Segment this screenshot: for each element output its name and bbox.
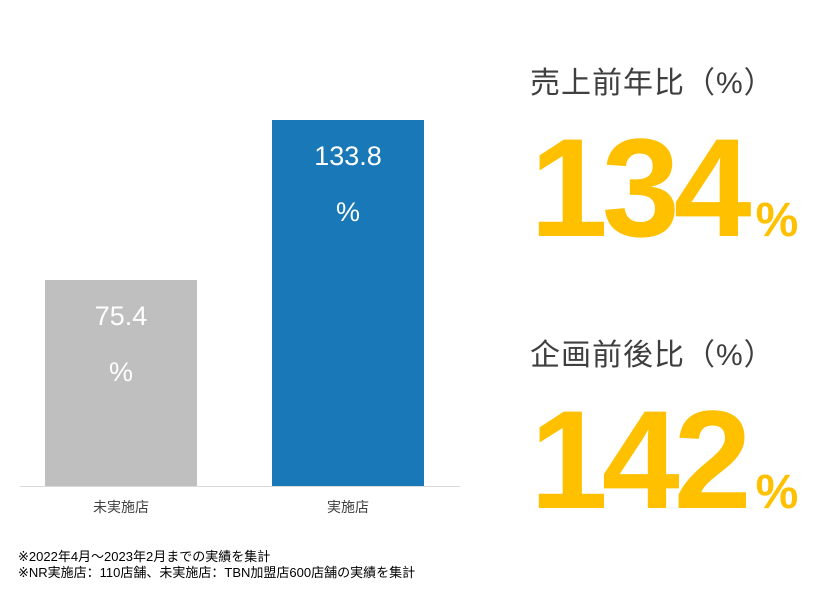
stat-sales-yoy-number: 134 — [530, 109, 752, 266]
category-label-implementing: 実施店 — [327, 499, 369, 515]
stat-plan-title: 企画前後比（%） — [530, 339, 775, 372]
footnotes: ※2022年4月～2023年2月までの実績を集計 ※NR実施店：110店舗、未実… — [18, 549, 415, 581]
bar-untreated-stores: 75.4 % — [45, 280, 197, 486]
stat-sales-yoy-title: 売上前年比（%） — [530, 67, 775, 100]
stat-plan-unit: % — [755, 466, 799, 519]
stat-sales-yoy: 売上前年比（%） 134 % — [530, 58, 798, 258]
bar-value-number: 75.4 — [94, 301, 148, 331]
stat-sales-yoy-value: 134 % — [530, 118, 798, 258]
bar-value-unit: % — [108, 357, 133, 387]
bar-value-label: 133.8 % — [272, 120, 424, 240]
stat-plan-before-after: 企画前後比（%） 142 % — [530, 330, 798, 530]
footnote-store-counts: ※NR実施店：110店舗、未実施店：TBN加盟店600店舗の実績を集計 — [18, 565, 416, 580]
stat-plan-number: 142 — [530, 381, 752, 538]
footnote-period: ※2022年4月～2023年2月までの実績を集計 — [18, 549, 271, 564]
stat-plan-value: 142 % — [530, 390, 798, 530]
bar-implementing-stores: 133.8 % — [272, 120, 424, 486]
bar-value-unit: % — [335, 197, 360, 227]
stat-sales-yoy-unit: % — [755, 194, 799, 247]
bar-chart: 75.4 % 133.8 % 未実施店 実施店 — [20, 90, 460, 515]
category-label-untreated: 未実施店 — [93, 499, 149, 515]
bar-value-label: 75.4 % — [45, 280, 197, 400]
bar-value-number: 133.8 — [314, 141, 382, 171]
